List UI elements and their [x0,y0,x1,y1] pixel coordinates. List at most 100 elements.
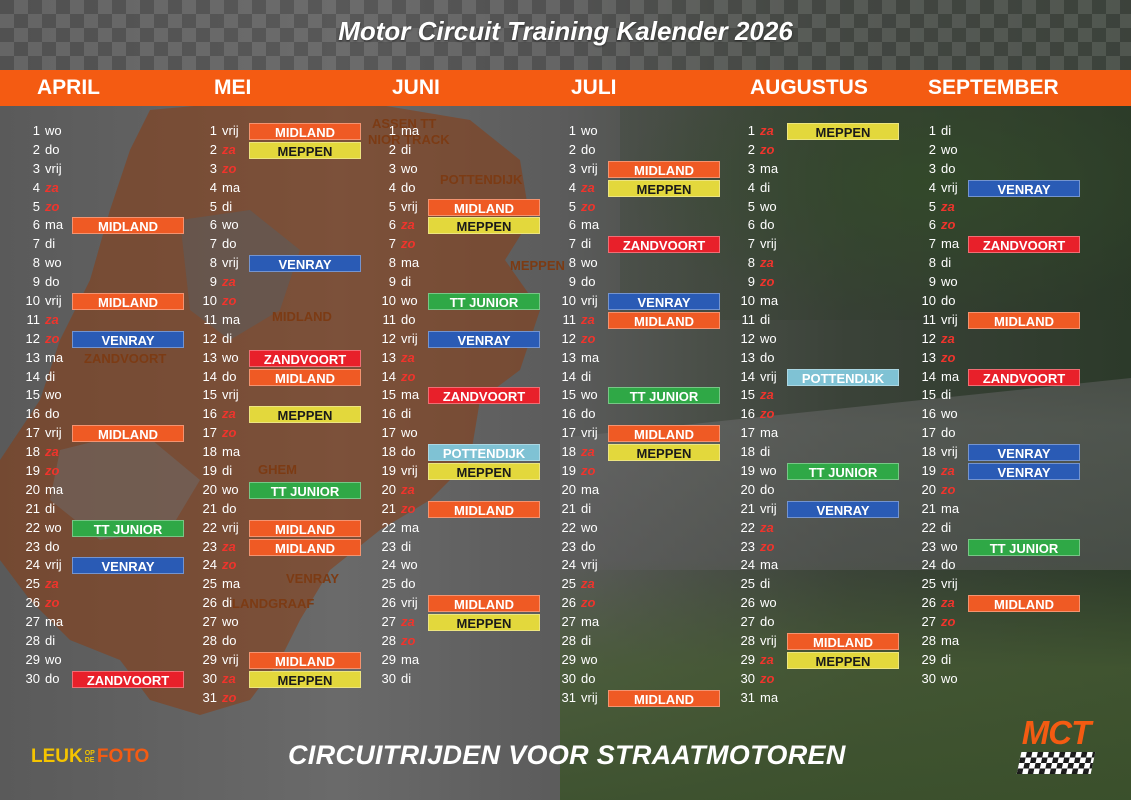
day-name: di [760,576,771,592]
day-name: do [941,160,956,176]
day-number: 18 [381,444,396,460]
day-row: 10 wo TT JUNIOR [376,292,556,311]
day-number: 19 [202,463,217,479]
day-name: vrij [581,293,598,309]
day-row: 14 di [20,368,200,387]
day-row: 8 wo [20,254,200,273]
day-number: 20 [740,481,755,497]
day-number: 19 [740,463,755,479]
day-number: 14 [561,368,576,384]
day-name: vrij [222,255,239,271]
day-number: 12 [202,330,217,346]
day-name: di [401,274,412,290]
day-number: 13 [381,349,396,365]
day-row: 13 zo [916,349,1096,368]
day-row: 29 za MEPPEN [735,651,915,670]
day-row: 4 vrij VENRAY [916,179,1096,198]
day-row: 18 di [735,443,915,462]
event-badge-meppen: MEPPEN [787,123,899,140]
day-row: 27 zo [916,613,1096,632]
day-number: 7 [928,236,936,252]
mct-logo-text: MCT [1021,714,1091,751]
day-name: za [222,538,236,554]
day-number: 30 [25,670,40,686]
day-name: do [581,670,596,686]
day-name: wo [401,293,418,309]
day-row: 8 wo [556,254,736,273]
day-name: do [45,538,60,554]
day-number: 20 [561,481,576,497]
day-row: 22 vrij MIDLAND [197,519,377,538]
event-badge-venray: VENRAY [608,293,720,311]
day-number: 31 [740,689,755,705]
event-badge-tt-junior: TT JUNIOR [428,293,540,311]
day-name: wo [941,670,958,686]
day-number: 13 [740,349,755,365]
day-name: di [941,123,952,138]
day-name: di [222,463,233,479]
day-name: wo [45,651,62,667]
day-row: 26 wo [735,594,915,613]
day-number: 16 [25,406,40,422]
day-row: 18 za [20,443,200,462]
map-label: ZANDVOORT [84,351,167,366]
logo-word-foto: FOTO [96,746,150,767]
day-number: 9 [568,274,576,290]
day-number: 13 [202,349,217,365]
event-badge-meppen: MEPPEN [249,141,361,159]
day-number: 11 [741,311,756,327]
day-name: do [581,538,596,554]
day-number: 25 [202,576,217,592]
day-number: 24 [921,557,936,573]
day-row: 16 di [376,405,556,424]
day-name: do [401,444,416,460]
day-row: 14 do MIDLAND [197,368,377,387]
day-row: 28 di [20,632,200,651]
day-row: 4 za MEPPEN [556,179,736,198]
day-number: 20 [381,481,396,497]
day-row: 23 wo TT JUNIOR [916,538,1096,557]
day-row: 30 do [556,670,736,689]
day-name: zo [401,633,416,649]
day-row: 26 zo [20,594,200,613]
logo-word-op: OP [84,750,95,757]
day-number: 5 [32,198,40,214]
day-name: di [45,500,56,516]
day-number: 26 [921,595,936,611]
day-row: 17 vrij MIDLAND [556,424,736,443]
day-name: za [941,595,955,611]
day-name: do [45,406,60,422]
event-badge-zandvoort: ZANDVOORT [968,368,1080,386]
day-number: 4 [928,179,936,195]
day-row: 13 do [735,349,915,368]
day-name: wo [760,330,777,346]
day-name: za [581,444,595,460]
day-number: 21 [561,500,576,516]
day-row: 28 di [556,632,736,651]
day-number: 26 [561,595,576,611]
day-name: wo [941,538,958,554]
day-name: wo [45,123,62,138]
day-row: 1 vrij MIDLAND [197,122,377,141]
event-badge-meppen: MEPPEN [428,614,540,632]
day-row: 17 zo [197,424,377,443]
day-row: 7 di ZANDVOORT [556,235,736,254]
day-name: za [401,481,415,497]
day-number: 10 [921,293,936,309]
event-badge-midland: MIDLAND [428,198,540,216]
day-row: 22 di [916,519,1096,538]
day-name: ma [222,311,241,327]
day-row: 21 do [197,500,377,519]
day-name: za [401,349,415,365]
day-name: vrij [941,576,958,592]
day-row: 5 wo [735,198,915,217]
day-number: 4 [209,179,217,195]
day-row: 8 za [735,254,915,273]
day-name: wo [581,651,598,667]
day-number: 29 [381,651,396,667]
day-name: do [222,236,237,252]
event-badge-zandvoort: ZANDVOORT [968,236,1080,254]
event-badge-midland: MIDLAND [249,368,361,386]
day-name: ma [760,293,779,309]
day-number: 2 [747,141,755,157]
